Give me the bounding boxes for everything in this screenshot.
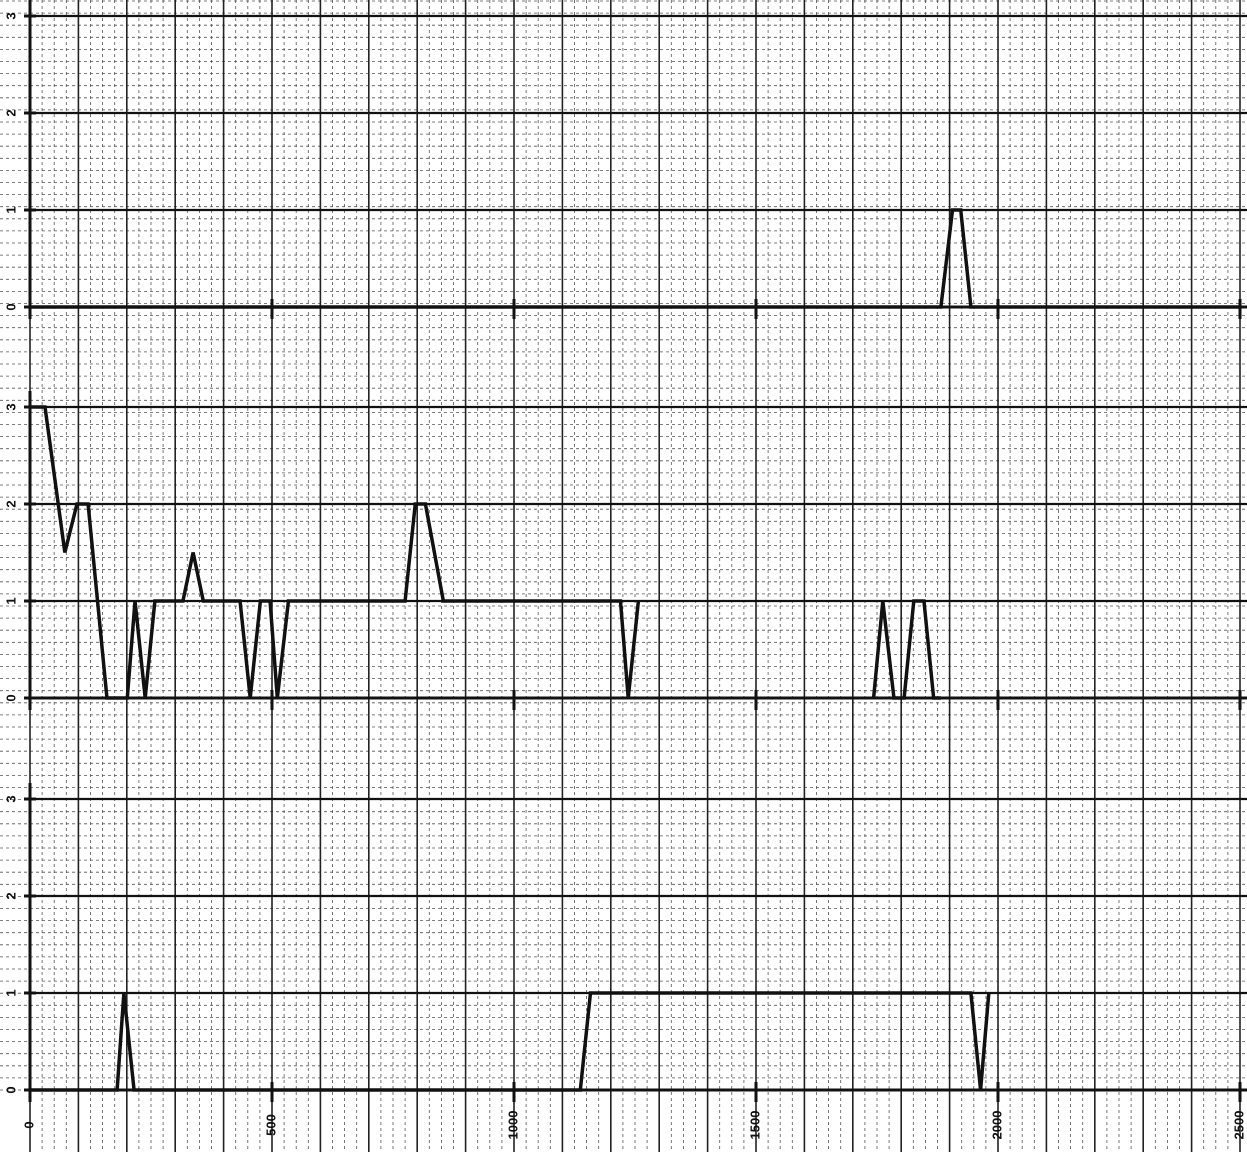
- y-tick-label: 1: [3, 989, 18, 996]
- y-tick-label: 3: [3, 12, 18, 19]
- y-tick-label: 1: [3, 597, 18, 604]
- y-tick-label: 3: [3, 795, 18, 802]
- y-tick-label: 0: [3, 1086, 18, 1093]
- chart: 0 1 2 3 0 1 2 3 0 1 2 3 0 500 1000 1500 2000 2500: [0, 0, 1247, 1152]
- y-tick-label: 2: [3, 109, 18, 116]
- y-tick-label: 0: [3, 303, 18, 310]
- y-tick-label: 2: [3, 892, 18, 899]
- x-tick-label: 500: [263, 1114, 278, 1136]
- x-tick-label: 0: [21, 1121, 36, 1128]
- data-line: [30, 993, 989, 1090]
- y-tick-label: 2: [3, 500, 18, 507]
- x-tick-label: 2500: [1231, 1111, 1246, 1140]
- y-tick-label: 1: [3, 206, 18, 213]
- x-tick-label: 2000: [989, 1111, 1004, 1140]
- y-tick-label: 3: [3, 403, 18, 410]
- y-tick-label: 0: [3, 694, 18, 701]
- x-tick-label: 1500: [747, 1111, 762, 1140]
- x-tick-label: 1000: [505, 1111, 520, 1140]
